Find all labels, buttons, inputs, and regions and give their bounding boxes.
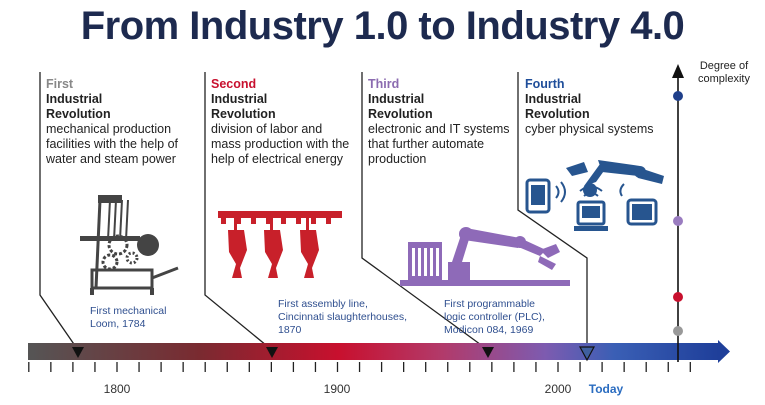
era-fourth-name-line2: Revolution bbox=[525, 107, 590, 121]
today-marker bbox=[578, 346, 596, 362]
complexity-dot-first bbox=[673, 326, 683, 336]
era-first-name-line2: Revolution bbox=[46, 107, 111, 121]
era-first: First Industrial Revolution mechanical p… bbox=[46, 77, 196, 167]
era-second: Second Industrial Revolution division of… bbox=[211, 77, 353, 167]
timeline-arrowhead bbox=[718, 340, 730, 363]
year-label-1800: 1800 bbox=[103, 382, 131, 396]
era-divider-fourth bbox=[517, 72, 588, 350]
era-first-ordinal: First bbox=[46, 77, 74, 91]
era-divider-first bbox=[39, 72, 79, 351]
milestone-marker-assembly bbox=[266, 347, 278, 358]
era-second-description: division of labor and mass production wi… bbox=[211, 122, 350, 166]
year-label-2000: 2000 bbox=[544, 382, 572, 396]
connected-devices-icon bbox=[525, 160, 664, 231]
milestone-assembly-line2: Cincinnati slaughterhouses, bbox=[278, 311, 407, 323]
era-third-ordinal: Third bbox=[368, 77, 400, 91]
page-title: From Industry 1.0 to Industry 4.0 bbox=[80, 4, 685, 48]
milestone-assembly-line: First assembly line, Cincinnati slaughte… bbox=[278, 298, 407, 337]
era-third-description: electronic and IT systems that further a… bbox=[368, 122, 510, 166]
complexity-axis-arrowhead bbox=[672, 64, 684, 78]
today-label: Today bbox=[588, 382, 624, 396]
era-first-name-line1: Industrial bbox=[46, 92, 103, 106]
complexity-axis-label: Degree of complexity bbox=[698, 60, 750, 85]
milestone-loom-line1: First mechanical bbox=[90, 305, 167, 317]
era-second-name-line2: Revolution bbox=[211, 107, 276, 121]
milestone-marker-plc bbox=[482, 347, 494, 358]
timeline-ticks bbox=[28, 362, 691, 372]
era-second-ordinal: Second bbox=[211, 77, 257, 91]
era-fourth: Fourth Industrial Revolution cyber physi… bbox=[525, 77, 665, 137]
milestone-plc: First programmable logic controller (PLC… bbox=[444, 298, 545, 337]
milestone-loom-line2: Loom, 1784 bbox=[90, 318, 146, 330]
robot-arm-icon bbox=[400, 227, 570, 286]
milestone-assembly-line3: 1870 bbox=[278, 324, 302, 336]
era-third-name-line2: Revolution bbox=[368, 107, 433, 121]
era-fourth-name-line1: Industrial bbox=[525, 92, 582, 106]
milestone-plc-line2: logic controller (PLC), bbox=[444, 311, 545, 323]
year-label-1900: 1900 bbox=[323, 382, 351, 396]
era-second-name-line1: Industrial bbox=[211, 92, 268, 106]
milestone-plc-line3: Modicon 084, 1969 bbox=[444, 324, 534, 336]
complexity-dot-second bbox=[673, 292, 683, 302]
milestone-loom: First mechanical Loom, 1784 bbox=[90, 305, 166, 331]
timeline-bar bbox=[28, 343, 718, 360]
complexity-dot-third bbox=[673, 216, 683, 226]
era-third: Third Industrial Revolution electronic a… bbox=[368, 77, 513, 167]
era-fourth-ordinal: Fourth bbox=[525, 77, 565, 91]
era-fourth-description: cyber physical systems bbox=[525, 122, 654, 136]
era-first-description: mechanical production facilities with th… bbox=[46, 122, 179, 166]
loom-machine-icon bbox=[80, 195, 179, 295]
assembly-line-icon bbox=[218, 211, 342, 278]
era-divider-third bbox=[361, 72, 489, 351]
milestone-plc-line1: First programmable bbox=[444, 298, 536, 310]
era-divider-second bbox=[204, 72, 273, 351]
era-third-name-line1: Industrial bbox=[368, 92, 425, 106]
milestone-assembly-line1: First assembly line, bbox=[278, 298, 368, 310]
complexity-dot-fourth bbox=[673, 91, 683, 101]
milestone-marker-loom bbox=[72, 347, 84, 358]
